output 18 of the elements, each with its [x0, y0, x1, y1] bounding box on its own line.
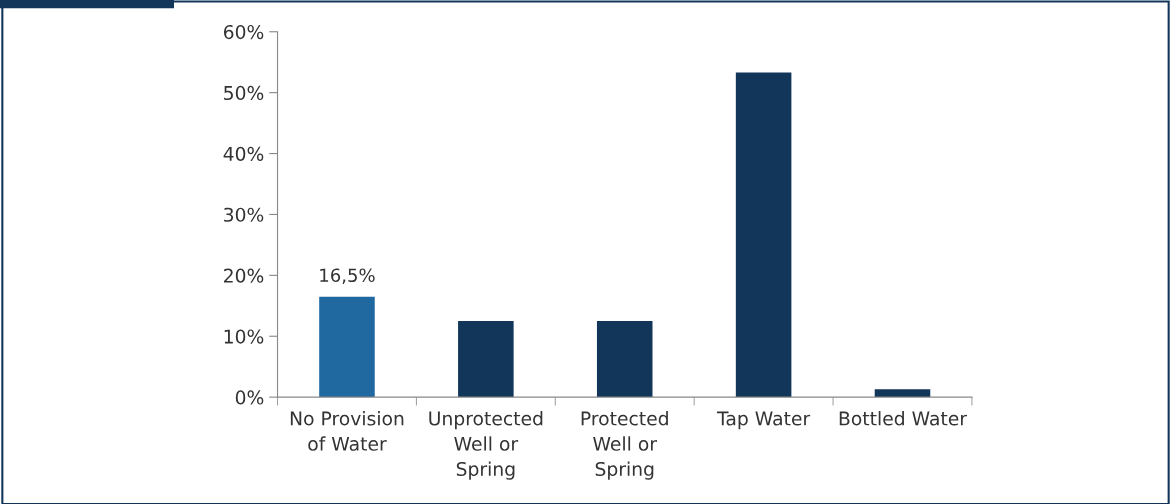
bar — [596, 321, 653, 398]
x-tick-label: Tap Water — [716, 411, 811, 430]
bar — [874, 389, 931, 398]
data-label: 16,5% — [320, 268, 375, 284]
bar — [458, 321, 514, 398]
y-tick-label: 10% — [224, 329, 264, 344]
y-tick-label: 60% — [223, 24, 264, 40]
x-tick-label: Unprotected Well or Spring — [429, 411, 543, 480]
x-tick-label: Bottled Water — [839, 411, 968, 426]
x-tick-label: No Provision of Water — [290, 411, 404, 451]
y-tick-label: 40% — [223, 146, 264, 161]
y-tick-label: 20% — [224, 268, 264, 283]
y-tick-label: 0% — [235, 390, 264, 405]
bar — [319, 296, 375, 398]
y-tick-label: 50% — [224, 85, 264, 101]
y-tick-label: 30% — [224, 207, 264, 222]
x-tick-label: Protected Well or Spring — [581, 411, 668, 480]
bar — [735, 72, 792, 398]
